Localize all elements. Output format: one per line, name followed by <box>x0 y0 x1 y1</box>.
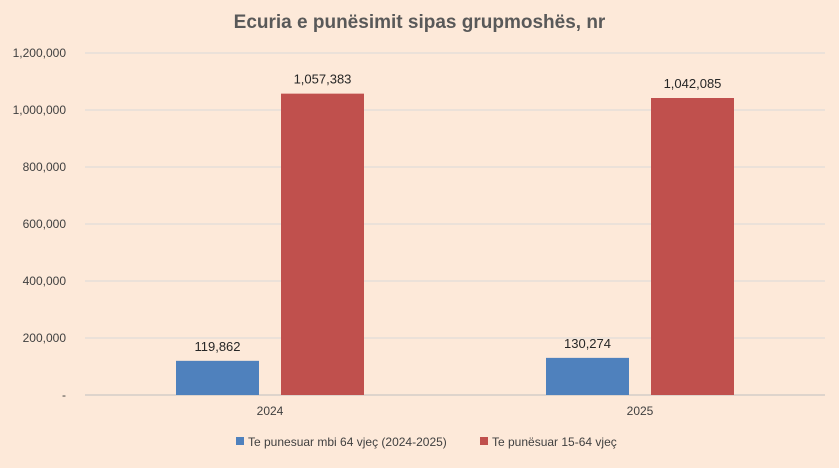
data-label: 130,274 <box>564 336 611 351</box>
bar <box>176 360 259 395</box>
data-labels: 119,862 1,057,383 130,274 1,042,085 <box>194 72 721 354</box>
bar <box>651 98 734 396</box>
x-tick-label: 2025 <box>627 404 654 418</box>
data-label: 119,862 <box>194 339 240 354</box>
y-tick-label: - <box>62 388 66 402</box>
y-tick-label: 200,000 <box>23 331 67 345</box>
legend: Te punesuar mbi 64 vjeç (2024-2025) Te pu… <box>236 435 617 449</box>
data-label: 1,057,383 <box>294 72 352 87</box>
gridlines <box>85 52 825 396</box>
y-tick-label: 600,000 <box>23 217 67 231</box>
chart-title: Ecuria e punësimit sipas grupmoshës, nr <box>234 12 606 33</box>
y-tick-label: 400,000 <box>23 274 67 288</box>
legend-label: Te punësuar 15-64 vjeç <box>492 435 617 449</box>
x-axis-ticks: 2024 2025 <box>257 404 654 418</box>
data-label: 1,042,085 <box>664 76 722 91</box>
bar <box>546 357 629 395</box>
bar <box>281 93 364 395</box>
y-axis-ticks: - 200,000 400,000 600,000 800,000 1,000,000 1,… <box>13 46 67 402</box>
legend-label: Te punesuar mbi 64 vjeç (2024-2025) <box>248 435 447 449</box>
legend-swatch <box>236 437 244 445</box>
legend-swatch <box>480 437 488 445</box>
y-tick-label: 1,000,000 <box>13 103 67 117</box>
y-tick-label: 800,000 <box>23 160 67 174</box>
y-tick-label: 1,200,000 <box>13 46 67 60</box>
bars <box>176 93 734 396</box>
x-tick-label: 2024 <box>257 404 284 418</box>
